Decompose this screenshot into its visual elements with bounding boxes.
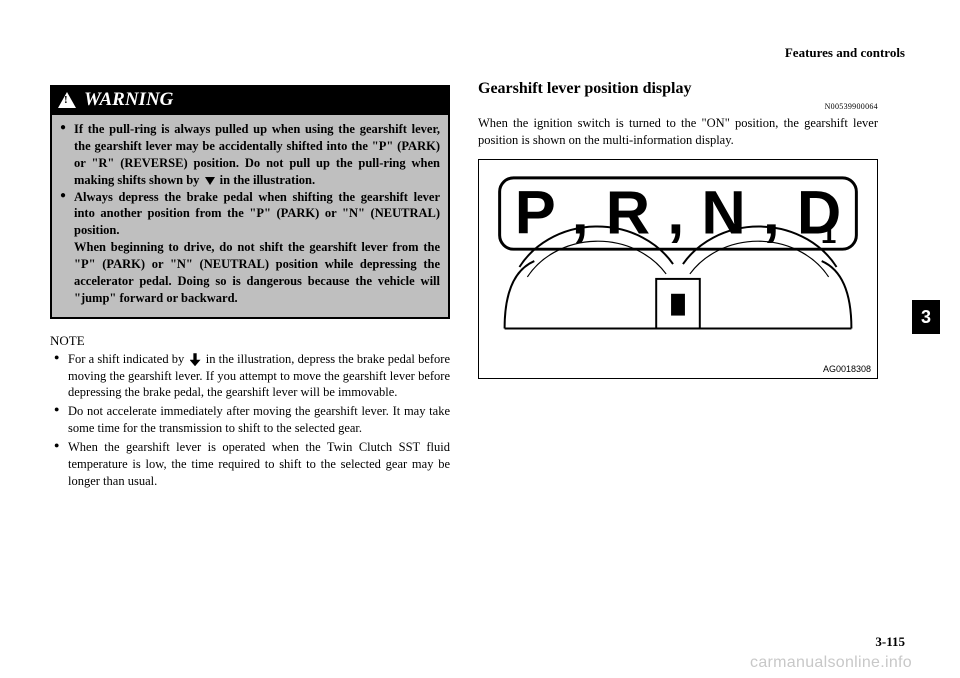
note-item: For a shift indicated by in the illustra… xyxy=(50,351,450,402)
warning-list: If the pull-ring is always pulled up whe… xyxy=(60,121,440,307)
illustration-box: P , R , N , D 1 AG0018308 xyxy=(478,159,878,379)
warning-body: If the pull-ring is always pulled up whe… xyxy=(52,115,448,317)
section-title: Gearshift lever position display xyxy=(478,80,878,98)
right-column: Gearshift lever position display N005399… xyxy=(478,40,878,560)
body-text: When the ignition switch is turned to th… xyxy=(478,115,878,149)
note-item: When the gearshift lever is operated whe… xyxy=(50,439,450,490)
page-columns: WARNING If the pull-ring is always pulle… xyxy=(50,40,910,560)
warning-triangle-icon xyxy=(58,92,76,108)
note-label: NOTE xyxy=(50,333,450,349)
reference-number: N00539900064 xyxy=(478,102,878,111)
page-number: 3-115 xyxy=(875,634,905,650)
section-tab: 3 xyxy=(912,300,940,334)
warning-header: WARNING xyxy=(52,87,448,115)
illustration-id: AG0018308 xyxy=(823,364,871,374)
warning-item: Always depress the brake pedal when shif… xyxy=(60,189,440,307)
svg-text:1: 1 xyxy=(821,218,836,249)
brake-pedal-icon xyxy=(190,353,201,366)
left-column: WARNING If the pull-ring is always pulle… xyxy=(50,40,450,560)
watermark: carmanualsonline.info xyxy=(750,654,912,672)
svg-text:P , R , N , D: P , R , N , D xyxy=(515,178,842,247)
down-arrow-icon xyxy=(205,177,215,185)
gearshift-display-illustration: P , R , N , D 1 xyxy=(479,160,877,378)
warning-label: WARNING xyxy=(84,89,173,111)
warning-item: If the pull-ring is always pulled up whe… xyxy=(60,121,440,189)
warning-box: WARNING If the pull-ring is always pulle… xyxy=(50,85,450,319)
note-item: Do not accelerate immediately after movi… xyxy=(50,403,450,437)
note-list: For a shift indicated by in the illustra… xyxy=(50,351,450,490)
